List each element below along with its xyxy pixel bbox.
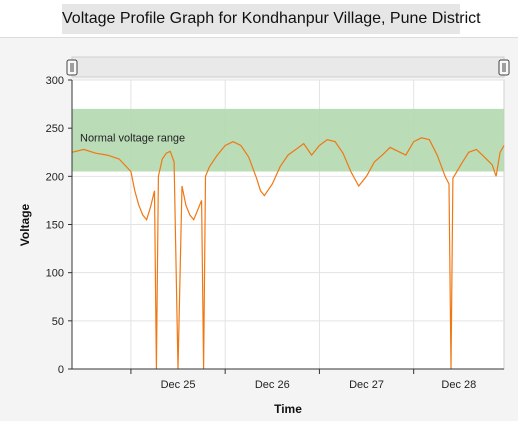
x-axis-ticks: Dec 25 Dec 26 Dec 27 Dec 28: [130, 369, 476, 391]
navigator-right-handle[interactable]: [498, 59, 510, 76]
y-tick-label: 100: [46, 268, 64, 280]
y-tick-label: 50: [52, 316, 64, 328]
y-tick-label: 300: [46, 75, 64, 87]
series-line-voltage: [71, 137, 505, 370]
y-tick-label: 250: [46, 123, 64, 135]
chart-title: Voltage Profile Graph for Kondhanpur Vil…: [62, 4, 481, 34]
y-axis-title: Voltage: [18, 203, 32, 246]
x-tick-label: Dec 28: [441, 379, 476, 391]
y-tick-label: 0: [58, 364, 64, 376]
y-tick-label: 200: [46, 171, 64, 183]
x-tick-label: Dec 27: [349, 379, 384, 391]
x-axis-title: Time: [274, 402, 302, 416]
y-axis-ticks: 0 50 100 150 200 250 300: [46, 75, 72, 376]
y-tick-label: 150: [46, 220, 64, 232]
band-label: Normal voltage range: [80, 132, 185, 144]
normal-voltage-band: [72, 108, 504, 172]
x-tick-label: Dec 25: [161, 379, 196, 391]
navigator-left-handle[interactable]: [66, 59, 78, 76]
chart-panel: Normal voltage range 0 50 100 150 200 250 300 …: [0, 37, 518, 421]
navigator-strip[interactable]: [71, 56, 505, 78]
x-tick-label: Dec 26: [255, 379, 290, 391]
voltage-chart: Normal voltage range 050100150200250300 …: [18, 56, 510, 416]
